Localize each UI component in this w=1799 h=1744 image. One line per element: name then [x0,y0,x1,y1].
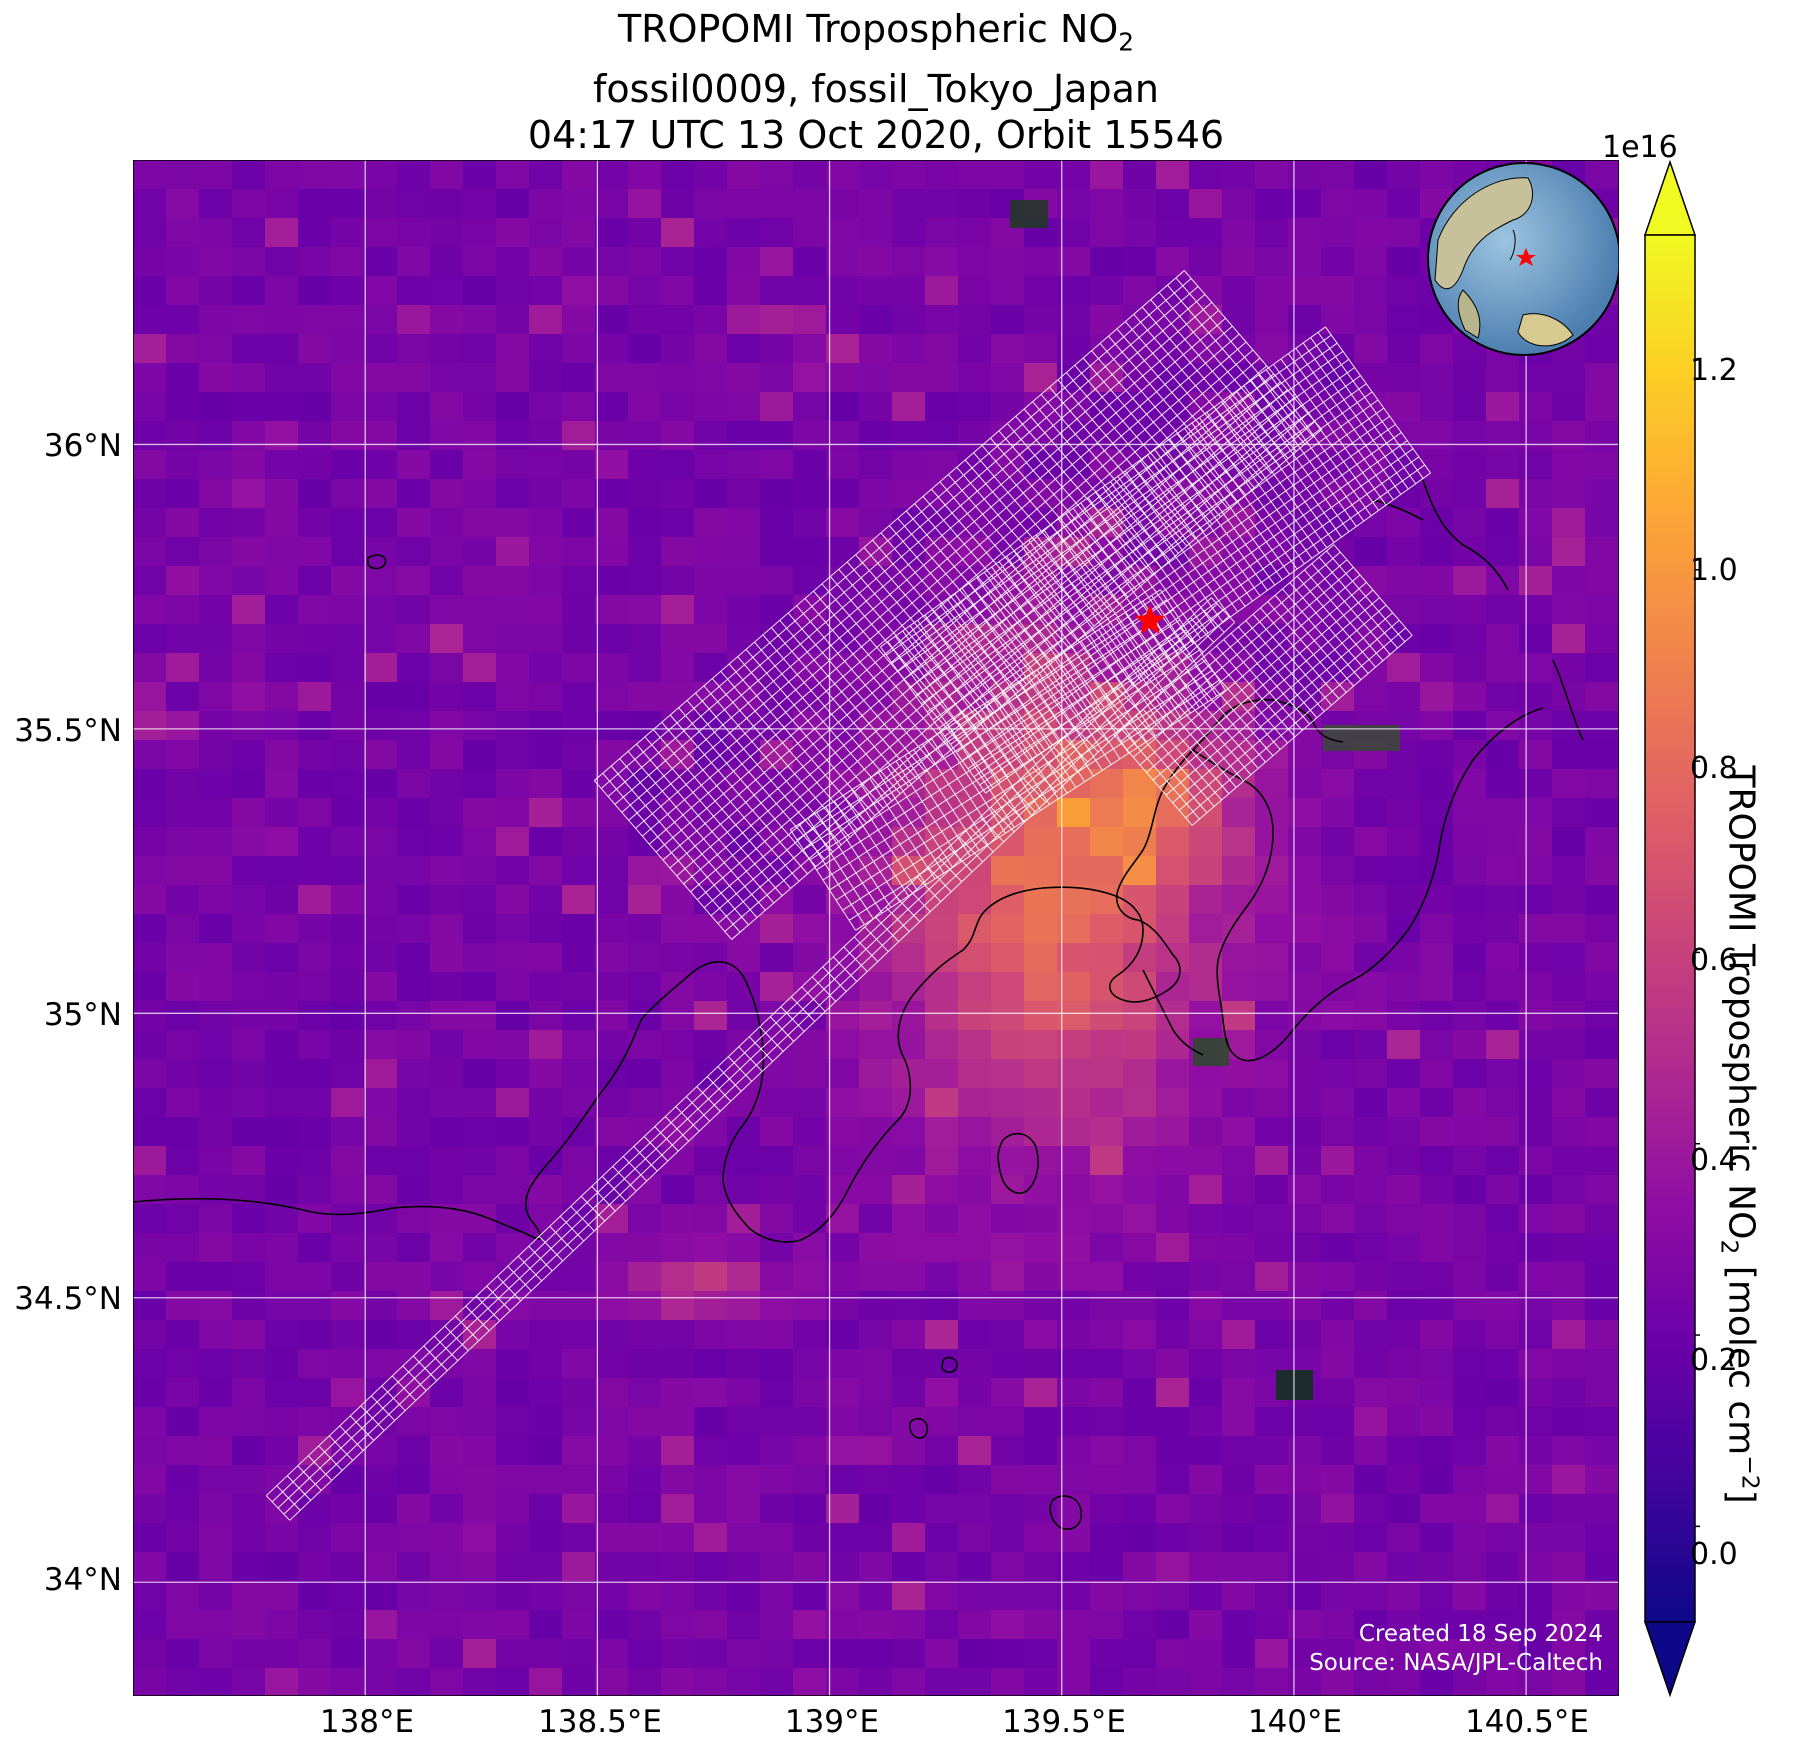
credit-text: Created 18 Sep 2024 Source: NASA/JPL-Cal… [1309,1620,1603,1678]
colorbar-tick: 0.4 [1690,1143,1738,1178]
lon-label: 138.5°E [538,1704,662,1740]
lon-label: 140°E [1247,1704,1343,1740]
lon-label: 139°E [784,1704,880,1740]
title-line-3: 04:17 UTC 13 Oct 2020, Orbit 15546 [527,112,1225,157]
no2-pixel-field [133,160,1619,1696]
title-line-1: TROPOMI Tropospheric NO2 [617,7,1135,57]
colorbar-tick: 0.8 [1690,751,1738,786]
title-line-2: fossil0009, fossil_Tokyo_Japan [593,66,1159,111]
lon-label: 140.5°E [1465,1704,1589,1740]
observation-footprints [265,270,1431,1521]
colorbar [1643,160,1700,1698]
globe-icon [1427,162,1619,356]
lat-label: 34.5°N [14,1281,122,1317]
lat-label: 34°N [43,1562,122,1598]
lat-label: 36°N [43,428,122,464]
no2-map [133,160,1619,1696]
map-title: TROPOMI Tropospheric NO2 fossil0009, fos… [133,6,1619,158]
lat-label: 35°N [43,997,122,1033]
colorbar-tick: 0.0 [1690,1537,1738,1572]
colorbar-tick: 1.0 [1690,553,1738,588]
lon-label: 139.5°E [1002,1704,1126,1740]
colorbar-exponent: 1e16 [1602,130,1678,165]
coastline [133,479,1584,1530]
colorbar-label: TROPOMI Tropospheric NO2 [molec cm−2] [1715,765,1765,1504]
colorbar-tick: 0.6 [1690,943,1738,978]
lat-label: 35.5°N [14,713,122,749]
credit-source: Source: NASA/JPL-Caltech [1309,1650,1603,1676]
colorbar-tick: 0.2 [1690,1343,1738,1378]
lon-label: 138°E [319,1704,415,1740]
gridlines [133,160,1619,1696]
target-marker [1134,604,1166,634]
credit-created: Created 18 Sep 2024 [1358,1621,1603,1647]
colorbar-tick: 1.2 [1690,353,1738,388]
